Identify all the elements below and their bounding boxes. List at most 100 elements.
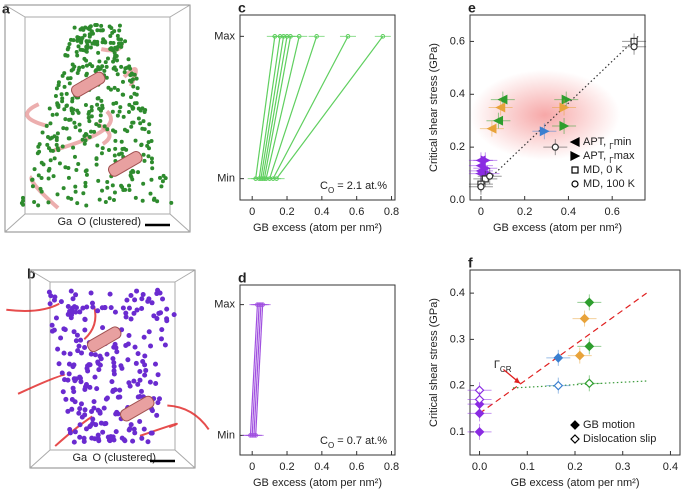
atom <box>132 297 138 303</box>
atom <box>54 112 59 117</box>
atom <box>158 336 164 342</box>
atom <box>95 96 100 101</box>
atom <box>70 296 76 302</box>
atom <box>132 430 138 436</box>
atom <box>77 406 83 412</box>
atom <box>71 376 77 382</box>
atom <box>55 192 60 197</box>
gb-trace <box>83 306 97 340</box>
atom <box>78 379 84 385</box>
atom <box>123 343 129 349</box>
atom <box>137 377 143 383</box>
atom <box>137 419 143 425</box>
box-edge <box>29 449 51 469</box>
atom <box>134 101 139 106</box>
atom <box>84 58 89 63</box>
atom <box>134 307 140 313</box>
atom <box>53 315 59 321</box>
atom <box>21 202 26 207</box>
marker <box>553 353 564 363</box>
atom <box>72 120 77 125</box>
atom <box>114 349 120 355</box>
annotation-part: Γ <box>494 359 500 371</box>
panel-label: a <box>2 1 10 17</box>
atom <box>85 40 90 45</box>
atom <box>116 37 121 42</box>
legend-label-part: Dislocation slip <box>583 433 656 445</box>
atom <box>161 173 166 178</box>
atom <box>104 75 109 80</box>
x-tick-label: 0.6 <box>349 461 364 473</box>
atom <box>102 68 107 73</box>
panel-label: f <box>468 255 473 271</box>
atom <box>81 438 87 444</box>
atom <box>74 168 79 173</box>
atom <box>96 65 101 70</box>
atom <box>114 101 119 106</box>
atom <box>89 300 95 306</box>
atom <box>66 166 71 171</box>
atom <box>95 359 101 365</box>
box-frame <box>29 269 196 469</box>
atom <box>159 327 165 333</box>
marker <box>584 378 595 389</box>
marker <box>495 102 506 113</box>
atom <box>107 291 113 297</box>
x-tick-label: 0 <box>478 206 484 218</box>
legend-label-part: APT, <box>583 136 609 148</box>
atom <box>51 174 56 179</box>
atom <box>61 126 66 131</box>
atom <box>146 130 151 135</box>
atom <box>87 119 92 124</box>
atom <box>77 434 83 440</box>
atom <box>98 356 104 362</box>
x-tick-label: 0.1 <box>520 461 535 473</box>
marker <box>553 380 564 391</box>
atom <box>36 203 41 208</box>
atom <box>79 40 84 45</box>
atom <box>104 64 109 69</box>
legend-ga: Ga <box>73 452 89 464</box>
x-tick-label: 0.8 <box>384 206 399 218</box>
x-tick-label: 0.4 <box>561 206 576 218</box>
legend-label: Dislocation slip <box>583 433 656 445</box>
atom <box>66 371 72 377</box>
atom <box>52 156 57 161</box>
legend-symbol <box>570 151 581 161</box>
atom <box>117 394 123 400</box>
marker <box>584 297 595 308</box>
atom <box>111 128 116 133</box>
atom <box>123 314 129 320</box>
atom <box>82 327 88 333</box>
panel-label: c <box>238 0 246 16</box>
atom <box>86 111 91 116</box>
atom <box>84 63 89 68</box>
atom <box>79 414 85 420</box>
atom <box>77 422 83 428</box>
atom <box>99 23 104 28</box>
atom <box>110 109 115 114</box>
gb-trace <box>54 415 93 447</box>
annotation-part: = 2.1 at.% <box>334 180 387 192</box>
box-frame <box>4 4 191 233</box>
atom <box>89 129 94 134</box>
annotation-part: O <box>328 186 334 195</box>
atom <box>154 316 160 322</box>
atom <box>119 183 124 188</box>
atom <box>68 76 73 81</box>
atom <box>133 138 138 143</box>
atom <box>129 95 134 100</box>
box-edge <box>29 269 51 283</box>
atom <box>131 169 136 174</box>
trend-line <box>512 380 647 389</box>
atom <box>157 175 162 180</box>
marker <box>253 433 258 438</box>
atom <box>103 60 108 65</box>
atom <box>120 79 125 84</box>
atom <box>39 189 44 194</box>
shaded-region <box>470 70 620 160</box>
atom <box>126 57 131 62</box>
legend-label-part: Γ <box>609 156 614 165</box>
atom <box>89 114 94 119</box>
x-tick-label: 0.2 <box>517 206 532 218</box>
